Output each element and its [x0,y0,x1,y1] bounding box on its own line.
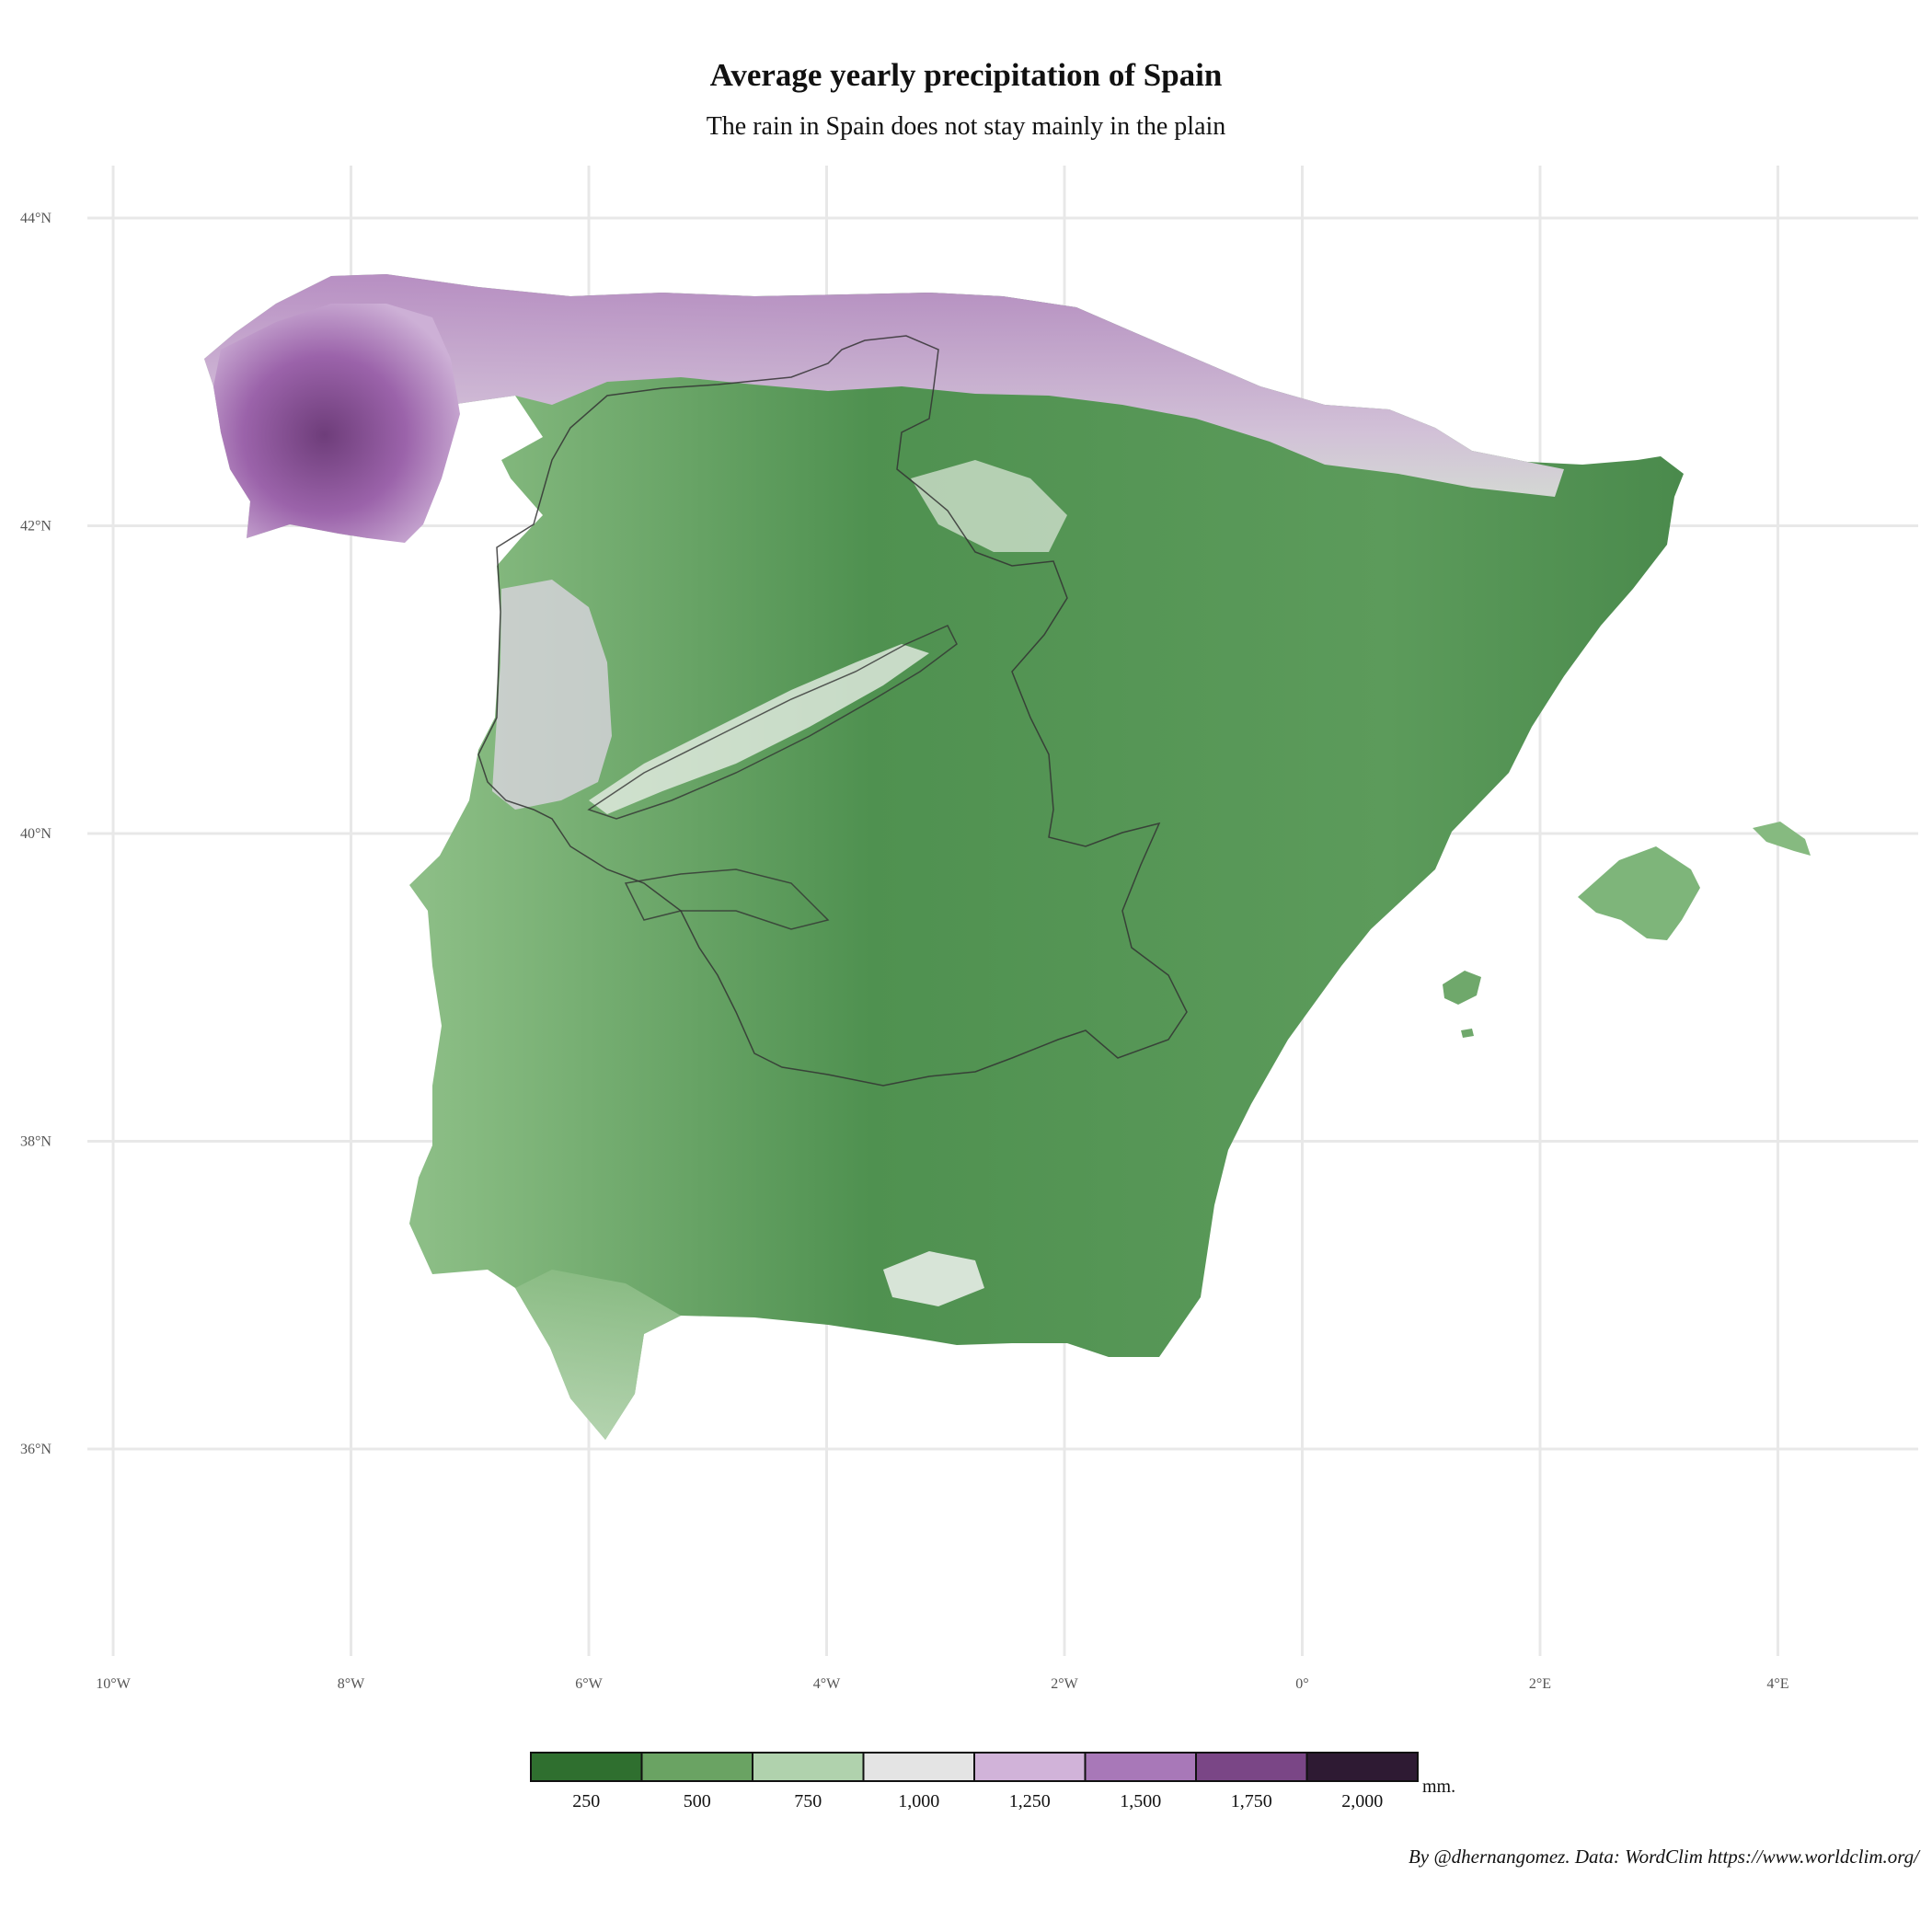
legend-break-label: 1,500 [1120,1791,1161,1811]
legend-colorbar: 250 500 750 1,000 1,250 1,500 1,750 2,000 mm. [530,1752,1455,1811]
spain-mainland [204,274,1684,1440]
ibiza [1443,971,1481,1005]
longitude-tick-label: 6°W [575,1676,603,1692]
longitude-tick-label: 8°W [338,1676,365,1692]
central-system-highlight [589,644,929,814]
legend-swatch [862,1752,975,1782]
formentera [1461,1029,1474,1038]
legend-swatch [752,1752,865,1782]
menorca [1753,822,1811,856]
mallorca [1578,846,1700,940]
iberian-system-highlight [911,460,1067,552]
legend-swatch [1195,1752,1308,1782]
legend-swatch [1084,1752,1197,1782]
longitude-tick-label: 10°W [96,1676,131,1692]
longitude-tick-label: 0° [1295,1676,1308,1692]
latitude-tick-label: 36°N [20,1442,52,1457]
legend-swatch [640,1752,753,1782]
longitude-tick-label: 4°W [813,1676,841,1692]
legend-break-label: 1,750 [1231,1791,1272,1811]
western-border-band [492,580,612,810]
legend-break-label: 500 [684,1791,711,1811]
galicia-region [213,304,460,543]
legend-swatch [1305,1752,1419,1782]
latitude-tick-label: 44°N [20,211,52,226]
legend-unit-label: mm. [1422,1777,1455,1797]
southern-coast-band [515,1270,681,1440]
legend-swatch [973,1752,1087,1782]
longitude-tick-label: 4°E [1766,1676,1788,1692]
legend-break-label: 2,000 [1341,1791,1383,1811]
toledo-mountains-outline [624,868,830,930]
legend-break-label: 1,000 [898,1791,939,1811]
latitude-tick-label: 40°N [20,826,52,842]
legend-break-label: 250 [572,1791,600,1811]
longitude-tick-label: 2°W [1051,1676,1078,1692]
legend-break-label: 750 [794,1791,822,1811]
northern-wet-belt [204,274,1564,538]
legend-break-label: 1,250 [1009,1791,1051,1811]
legend-swatch [530,1752,643,1782]
latitude-tick-label: 38°N [20,1134,52,1150]
map-subtitle: The rain in Spain does not stay mainly i… [706,112,1226,141]
map-title: Average yearly precipitation of Spain [709,57,1223,93]
source-caption: By @dhernangomez. Data: WordClim https:/… [1408,1846,1919,1868]
sierra-nevada-highlight [883,1251,984,1306]
longitude-tick-label: 2°E [1529,1676,1551,1692]
basin-outline [477,335,1188,1087]
latitude-tick-label: 42°N [20,519,52,535]
central-system-outline [587,625,958,820]
